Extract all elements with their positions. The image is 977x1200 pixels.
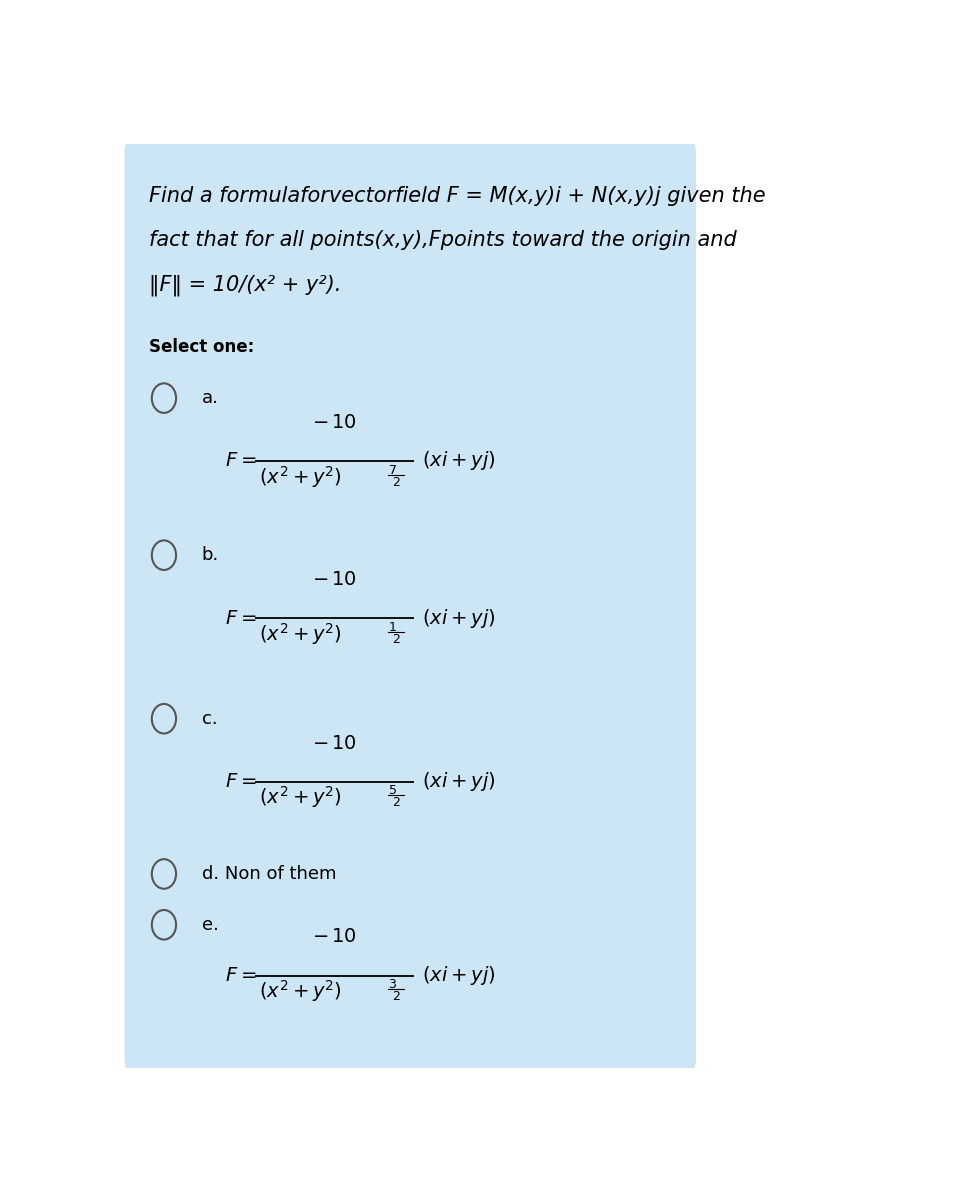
Text: $\mathregular{2}$: $\mathregular{2}$	[392, 632, 401, 646]
FancyBboxPatch shape	[124, 140, 696, 1072]
Text: $F =$: $F =$	[225, 966, 256, 985]
Text: $(xi + yj)$: $(xi + yj)$	[421, 770, 494, 793]
Text: $(xi + yj)$: $(xi + yj)$	[421, 450, 494, 473]
Text: $(x^2 + y^2)$: $(x^2 + y^2)$	[258, 785, 341, 810]
Text: $-\,10$: $-\,10$	[312, 734, 357, 752]
Text: a.: a.	[201, 389, 219, 407]
Text: $(x^2 + y^2)$: $(x^2 + y^2)$	[258, 463, 341, 490]
Text: $(x^2 + y^2)$: $(x^2 + y^2)$	[258, 620, 341, 647]
Text: $(xi + yj)$: $(xi + yj)$	[421, 606, 494, 630]
Text: $\mathregular{3}$: $\mathregular{3}$	[387, 978, 396, 991]
Text: $\mathregular{7}$: $\mathregular{7}$	[387, 463, 396, 476]
Text: $\mathregular{1}$: $\mathregular{1}$	[387, 620, 396, 634]
Text: $F =$: $F =$	[225, 608, 256, 628]
Text: d. Non of them: d. Non of them	[201, 865, 336, 883]
Text: $(xi + yj)$: $(xi + yj)$	[421, 964, 494, 988]
Text: e.: e.	[201, 916, 219, 934]
Text: $\mathregular{5}$: $\mathregular{5}$	[387, 785, 396, 797]
Text: $-\,10$: $-\,10$	[312, 570, 357, 589]
Text: ‖F‖ = 10/(x² + y²).: ‖F‖ = 10/(x² + y²).	[149, 275, 341, 295]
Text: b.: b.	[201, 546, 219, 564]
Text: Select one:: Select one:	[149, 338, 254, 356]
Text: $(x^2 + y^2)$: $(x^2 + y^2)$	[258, 978, 341, 1004]
Text: Find a formulaforvectorfield F = M(x,y)i + N(x,y)j given the: Find a formulaforvectorfield F = M(x,y)i…	[149, 186, 765, 205]
Text: c.: c.	[201, 709, 217, 727]
Text: $\mathregular{2}$: $\mathregular{2}$	[392, 990, 401, 1003]
Text: fact that for all points(x,y),Fpoints toward the origin and: fact that for all points(x,y),Fpoints to…	[149, 230, 736, 250]
Text: $F =$: $F =$	[225, 772, 256, 791]
Text: $F =$: $F =$	[225, 451, 256, 470]
Text: $\mathregular{2}$: $\mathregular{2}$	[392, 475, 401, 488]
Text: $\mathregular{2}$: $\mathregular{2}$	[392, 797, 401, 809]
Text: $-\,10$: $-\,10$	[312, 928, 357, 946]
Text: $-\,10$: $-\,10$	[312, 413, 357, 432]
